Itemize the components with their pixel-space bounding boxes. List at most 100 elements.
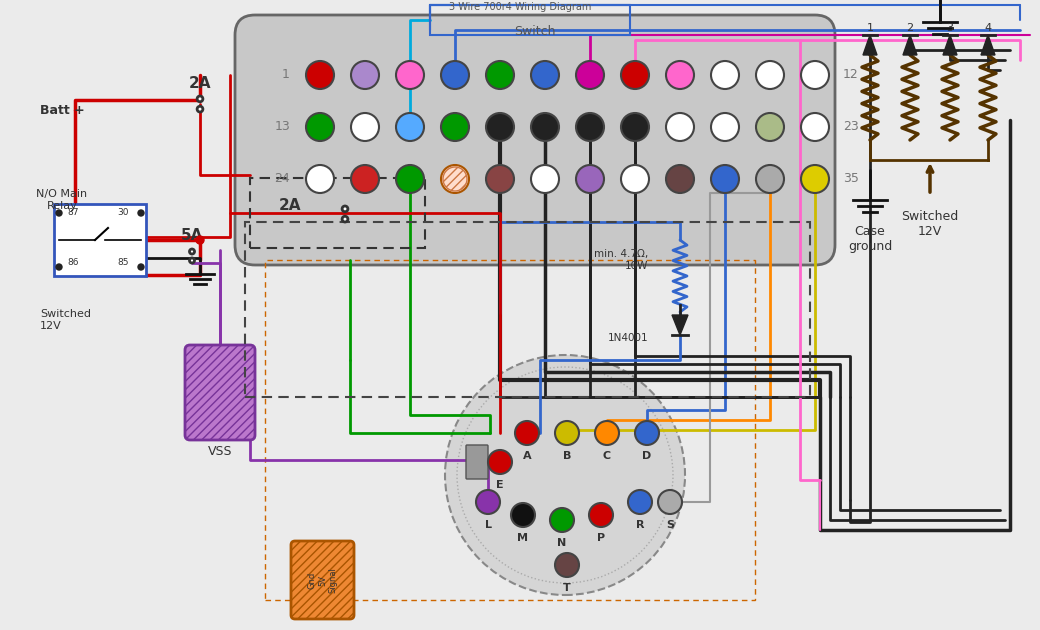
Circle shape — [306, 165, 334, 193]
Text: Batt +: Batt + — [40, 103, 84, 117]
Circle shape — [635, 421, 659, 445]
Circle shape — [711, 113, 739, 141]
Circle shape — [486, 165, 514, 193]
Polygon shape — [672, 315, 688, 335]
Circle shape — [589, 503, 613, 527]
Text: 3 Wire 700r4 Wiring Diagram: 3 Wire 700r4 Wiring Diagram — [449, 2, 591, 12]
Circle shape — [488, 450, 512, 474]
Circle shape — [628, 490, 652, 514]
Circle shape — [486, 61, 514, 89]
Polygon shape — [863, 35, 877, 55]
Text: VSS: VSS — [208, 445, 232, 458]
Circle shape — [189, 258, 194, 263]
Polygon shape — [903, 35, 917, 55]
FancyBboxPatch shape — [54, 204, 146, 276]
Text: 1N4001: 1N4001 — [607, 333, 648, 343]
Text: 1: 1 — [282, 69, 290, 81]
Circle shape — [576, 61, 604, 89]
Circle shape — [196, 236, 204, 244]
Circle shape — [396, 113, 424, 141]
Text: 3: 3 — [946, 23, 954, 33]
Circle shape — [801, 113, 829, 141]
Circle shape — [138, 264, 144, 270]
Text: M: M — [518, 533, 528, 543]
Circle shape — [801, 165, 829, 193]
Circle shape — [306, 113, 334, 141]
FancyBboxPatch shape — [466, 445, 488, 479]
Circle shape — [621, 113, 649, 141]
FancyBboxPatch shape — [235, 15, 835, 265]
Text: 30: 30 — [116, 208, 129, 217]
Text: D: D — [643, 451, 652, 461]
Circle shape — [576, 113, 604, 141]
Circle shape — [342, 216, 347, 222]
Text: 2: 2 — [907, 23, 913, 33]
Circle shape — [138, 210, 144, 216]
Text: T: T — [563, 583, 571, 593]
Text: 87: 87 — [67, 208, 78, 217]
Circle shape — [441, 113, 469, 141]
Circle shape — [621, 61, 649, 89]
Circle shape — [531, 165, 560, 193]
Circle shape — [352, 165, 379, 193]
Circle shape — [189, 249, 194, 254]
Circle shape — [666, 113, 694, 141]
Text: 12: 12 — [843, 69, 859, 81]
Circle shape — [441, 61, 469, 89]
Circle shape — [801, 61, 829, 89]
Text: 85: 85 — [116, 258, 129, 267]
Text: 2A: 2A — [188, 76, 211, 91]
Text: 86: 86 — [67, 258, 78, 267]
Text: C: C — [603, 451, 612, 461]
Circle shape — [621, 165, 649, 193]
Circle shape — [711, 61, 739, 89]
Circle shape — [756, 61, 784, 89]
Circle shape — [56, 210, 62, 216]
Circle shape — [576, 165, 604, 193]
Circle shape — [511, 503, 535, 527]
Circle shape — [756, 165, 784, 193]
Text: Case
ground: Case ground — [848, 225, 892, 253]
Circle shape — [198, 106, 203, 112]
Circle shape — [306, 61, 334, 89]
Text: 2A: 2A — [279, 197, 302, 212]
Circle shape — [531, 61, 560, 89]
Polygon shape — [943, 35, 957, 55]
Text: Gnd
5V
Signal: Gnd 5V Signal — [308, 567, 337, 593]
Circle shape — [56, 264, 62, 270]
Text: A: A — [523, 451, 531, 461]
Text: L: L — [485, 520, 492, 530]
Text: Switch: Switch — [514, 25, 555, 38]
Circle shape — [445, 355, 685, 595]
Circle shape — [550, 508, 574, 532]
Text: Switched
12V: Switched 12V — [902, 210, 959, 238]
Circle shape — [396, 165, 424, 193]
Circle shape — [666, 165, 694, 193]
Text: 13: 13 — [275, 120, 290, 134]
Text: N/O Main
Relay: N/O Main Relay — [36, 189, 87, 211]
Text: 4: 4 — [985, 23, 991, 33]
Text: P: P — [597, 533, 605, 543]
Circle shape — [515, 421, 539, 445]
Text: 5A: 5A — [181, 227, 203, 243]
Circle shape — [396, 61, 424, 89]
FancyBboxPatch shape — [76, 222, 123, 259]
Circle shape — [342, 206, 347, 212]
Circle shape — [441, 165, 469, 193]
Text: 35: 35 — [843, 173, 859, 185]
Circle shape — [531, 113, 560, 141]
Circle shape — [486, 113, 514, 141]
Circle shape — [666, 61, 694, 89]
Text: 24: 24 — [275, 173, 290, 185]
Text: R: R — [635, 520, 644, 530]
FancyBboxPatch shape — [185, 345, 255, 440]
Circle shape — [711, 165, 739, 193]
Circle shape — [658, 490, 682, 514]
Text: B: B — [563, 451, 571, 461]
Circle shape — [555, 421, 579, 445]
Text: 1: 1 — [866, 23, 874, 33]
Text: S: S — [666, 520, 674, 530]
Circle shape — [352, 113, 379, 141]
Circle shape — [555, 553, 579, 577]
Circle shape — [198, 96, 203, 102]
